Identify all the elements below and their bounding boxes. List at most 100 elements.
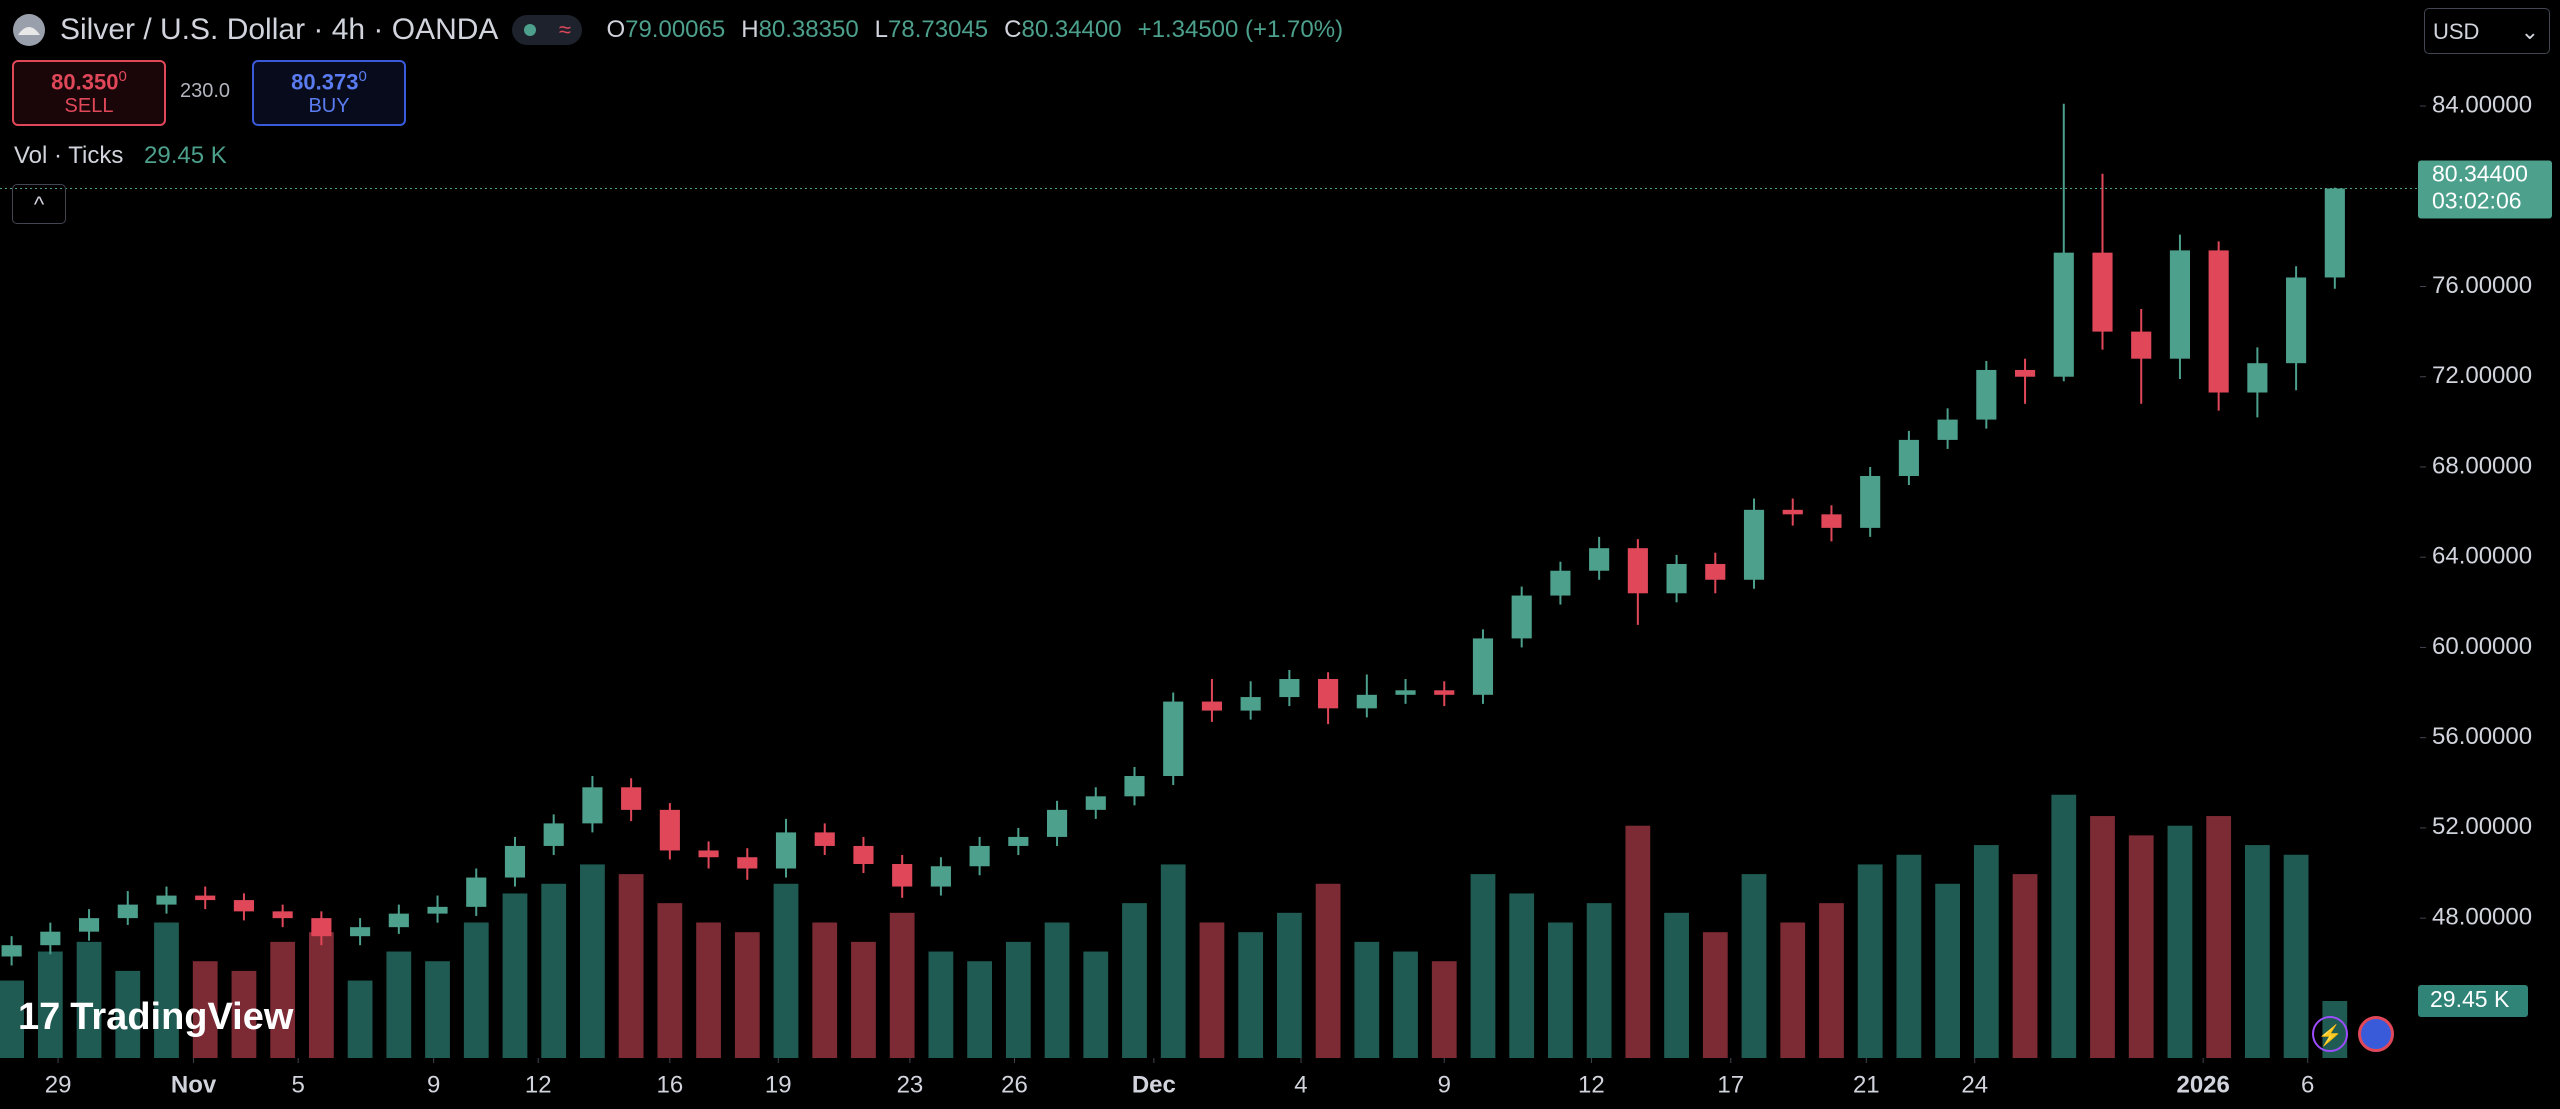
- volume-bar: [2283, 854, 2309, 1058]
- volume-bar: [1780, 922, 1806, 1058]
- volume-bar: [618, 874, 644, 1058]
- candle-body: [1743, 509, 1765, 580]
- candle-body: [1163, 701, 1184, 777]
- volume-bar: [1122, 903, 1147, 1058]
- x-tick-label: Dec: [1132, 1071, 1176, 1098]
- volume-bar: [1470, 874, 1496, 1058]
- volume-bar: [231, 970, 257, 1058]
- volume-bar: [347, 980, 373, 1058]
- volume-bar: [541, 883, 567, 1058]
- candle-body: [504, 845, 526, 878]
- candle-body: [1008, 836, 1029, 846]
- volume-bar: [308, 932, 334, 1058]
- brand-logo: 17 TradingView: [18, 996, 294, 1038]
- volume-bar: [1238, 932, 1264, 1058]
- status-badge[interactable]: ≈: [512, 15, 583, 45]
- collapse-button[interactable]: ^: [12, 184, 66, 224]
- x-tick-label: 19: [765, 1071, 792, 1098]
- volume-bar: [928, 951, 954, 1058]
- volume-bar: [1819, 903, 1844, 1058]
- candle-body: [117, 904, 138, 919]
- spread: 230.0: [180, 80, 231, 102]
- candle-body: [350, 927, 371, 937]
- volume-bar: [1393, 951, 1418, 1058]
- volume-bar: [889, 912, 915, 1058]
- candle-body: [1356, 694, 1377, 709]
- buy-button[interactable]: 80.3730 BUY: [252, 60, 406, 126]
- candle-body: [1434, 690, 1455, 695]
- volume-bar: [0, 980, 25, 1058]
- candle-body: [659, 809, 680, 851]
- candle-body: [1898, 439, 1919, 476]
- candle-body: [1046, 809, 1068, 837]
- currency-select[interactable]: USD ⌄: [2424, 8, 2550, 54]
- x-tick-label: 5: [291, 1071, 304, 1098]
- candle-body: [2286, 277, 2307, 364]
- volume-bar: [1276, 912, 1302, 1058]
- volume-bar: [2206, 816, 2232, 1058]
- candle-body: [1240, 697, 1261, 711]
- candle-body: [40, 931, 61, 946]
- countdown: 03:02:06: [2432, 188, 2522, 214]
- volume-legend: Vol · Ticks 29.45 K: [14, 142, 227, 170]
- candle-body: [543, 823, 564, 846]
- x-tick-label: 6: [2301, 1071, 2314, 1098]
- volume-bar: [967, 961, 993, 1058]
- x-tick-label: 24: [1961, 1071, 1988, 1098]
- volume-bar: [463, 922, 489, 1058]
- volume-bar: [1431, 961, 1457, 1058]
- candle-body: [2247, 363, 2268, 393]
- sell-label: SELL: [64, 95, 114, 118]
- candle-body: [1937, 419, 1958, 440]
- x-tick-label: 4: [1294, 1071, 1307, 1098]
- x-tick-label: 12: [525, 1071, 552, 1098]
- candle-body: [737, 857, 758, 869]
- y-tick-label: 84.00000: [2432, 91, 2532, 118]
- candle-body: [1550, 570, 1571, 596]
- y-tick-label: 60.00000: [2432, 633, 2532, 660]
- volume-bar: [851, 941, 876, 1058]
- volume-bar: [502, 893, 528, 1058]
- candle-body: [78, 918, 100, 932]
- candle-body: [1124, 776, 1145, 797]
- volume-bar: [2090, 816, 2115, 1058]
- last-volume-box: [2418, 984, 2528, 1017]
- volume-bar: [580, 864, 605, 1058]
- volume-bar: [1354, 941, 1380, 1058]
- candle-body: [2208, 250, 2229, 393]
- volume-bar: [1160, 864, 1186, 1058]
- volume-bar: [1664, 912, 1689, 1058]
- candle-body: [2092, 252, 2113, 332]
- x-tick-label: 9: [427, 1071, 440, 1098]
- candle-body: [272, 911, 293, 919]
- candle-body: [1589, 548, 1610, 571]
- ohlc-key: H: [741, 16, 759, 43]
- y-tick-label: 56.00000: [2432, 723, 2532, 750]
- volume-bar: [1044, 922, 1070, 1058]
- last-price-box: [2418, 160, 2552, 219]
- volume-bar: [2012, 874, 2038, 1058]
- candle-body: [388, 913, 409, 928]
- y-tick-label: 68.00000: [2432, 452, 2532, 479]
- sell-price: 80.350: [51, 69, 119, 95]
- volume-bar: [1005, 941, 1031, 1058]
- candle-body: [156, 895, 177, 905]
- volume-bar: [734, 932, 760, 1058]
- volume-bar: [76, 941, 102, 1058]
- candle-body: [195, 895, 216, 901]
- flag-button[interactable]: [2358, 1016, 2394, 1052]
- volume-title: Vol · Ticks: [14, 142, 124, 169]
- sell-button[interactable]: 80.3500 SELL: [12, 60, 166, 126]
- candle-body: [621, 787, 642, 810]
- lightning-button[interactable]: ⚡: [2312, 1016, 2348, 1052]
- candle-body: [1860, 475, 1881, 528]
- buy-pip: 0: [358, 68, 367, 85]
- x-tick-label: 9: [1438, 1071, 1451, 1098]
- ohlc-value: 79.00065: [625, 16, 726, 43]
- volume-bar: [386, 951, 412, 1058]
- ohlc-key: L: [874, 16, 889, 43]
- candle-body: [1666, 563, 1687, 594]
- ohlc-key: O: [606, 16, 626, 43]
